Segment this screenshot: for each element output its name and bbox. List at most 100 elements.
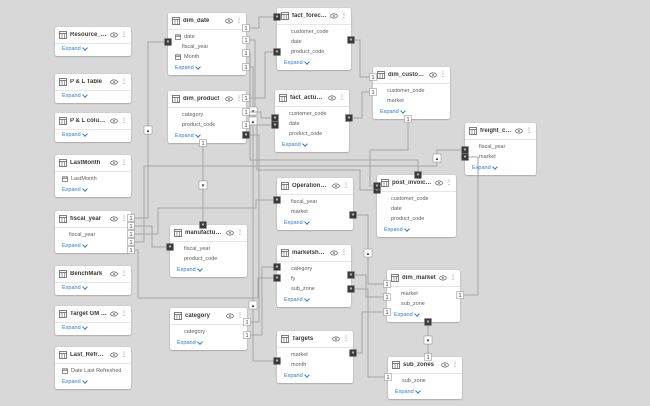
- field-row[interactable]: date: [277, 37, 351, 47]
- eye-icon[interactable]: [226, 230, 234, 236]
- expand-link[interactable]: Expand: [377, 225, 456, 237]
- field-row[interactable]: fiscal_year: [277, 197, 353, 207]
- eye-icon[interactable]: [332, 336, 340, 342]
- card-header[interactable]: dim_customer ⋮: [373, 67, 450, 83]
- expand-link[interactable]: Expand: [170, 338, 247, 350]
- more-options-icon[interactable]: ⋮: [121, 216, 127, 222]
- field-row[interactable]: customer_code: [377, 194, 456, 204]
- card-header[interactable]: sub_zones ⋮: [388, 357, 462, 373]
- expand-link[interactable]: Expand: [55, 377, 131, 389]
- expand-link[interactable]: Expand: [168, 63, 246, 75]
- field-row[interactable]: customer_code: [275, 109, 349, 119]
- field-row[interactable]: fy: [277, 274, 351, 284]
- relationship-line-fiscal_year-manufacturing_cost[interactable]: [131, 225, 170, 248]
- card-header[interactable]: Targets ⋮: [277, 331, 353, 347]
- table-card-sub_zones[interactable]: sub_zones ⋮ sub_zone Expand: [388, 357, 462, 399]
- expand-link[interactable]: Expand: [55, 241, 131, 253]
- relationship-line-category-marketshare[interactable]: [247, 266, 277, 336]
- eye-icon[interactable]: [226, 313, 234, 319]
- card-header[interactable]: dim_market ⋮: [387, 270, 460, 286]
- eye-icon[interactable]: [330, 250, 338, 256]
- field-row[interactable]: category: [277, 264, 351, 274]
- table-card-pl_table[interactable]: P & L Table ⋮ Expand: [55, 74, 131, 103]
- field-row[interactable]: sub_zone: [277, 284, 351, 294]
- eye-icon[interactable]: [225, 18, 233, 24]
- field-row[interactable]: Date Last Refreshed: [55, 366, 131, 376]
- eye-icon[interactable]: [110, 32, 118, 38]
- expand-link[interactable]: Expand: [168, 131, 246, 143]
- expand-link[interactable]: Expand: [373, 107, 450, 119]
- eye-icon[interactable]: [110, 271, 118, 277]
- more-options-icon[interactable]: ⋮: [343, 336, 349, 342]
- field-row[interactable]: sub_zone: [387, 299, 460, 309]
- table-card-resource_measures[interactable]: Resource_Measures ⋮ Expand: [55, 27, 131, 56]
- relationship-line-dim_market-marketshare[interactable]: [351, 274, 387, 298]
- field-row[interactable]: product_code: [168, 120, 246, 130]
- more-options-icon[interactable]: ⋮: [121, 79, 127, 85]
- field-row[interactable]: fiscal_year: [55, 230, 131, 240]
- relationship-line-dim_market-targets[interactable]: [353, 311, 387, 354]
- eye-icon[interactable]: [110, 118, 118, 124]
- field-row[interactable]: fiscal_year: [465, 142, 536, 152]
- relationship-line-dim_customer-fact_actual_estimates[interactable]: [349, 91, 373, 119]
- field-row[interactable]: date: [168, 32, 246, 42]
- more-options-icon[interactable]: ⋮: [236, 18, 242, 24]
- field-row[interactable]: market: [387, 289, 460, 299]
- card-header[interactable]: marketshare ⋮: [277, 245, 351, 261]
- relationship-line-fiscal_year-freight_cost[interactable]: [131, 149, 465, 243]
- table-card-lastmonth[interactable]: LastMonth ⋮ LastMonth Expand: [55, 155, 131, 197]
- eye-icon[interactable]: [515, 128, 523, 134]
- eye-icon[interactable]: [435, 180, 443, 186]
- more-options-icon[interactable]: ⋮: [339, 95, 345, 101]
- more-options-icon[interactable]: ⋮: [452, 362, 458, 368]
- expand-link[interactable]: Expand: [387, 310, 460, 322]
- more-options-icon[interactable]: ⋮: [121, 352, 127, 358]
- eye-icon[interactable]: [332, 183, 340, 189]
- card-header[interactable]: Last_Refresh_Date ⋮: [55, 347, 131, 363]
- field-row[interactable]: Month: [168, 52, 246, 62]
- more-options-icon[interactable]: ⋮: [121, 160, 127, 166]
- expand-link[interactable]: Expand: [277, 218, 353, 230]
- table-card-dim_product[interactable]: dim_product ⋮ category product_code Expand: [168, 91, 246, 143]
- relationship-line-dim_product-post_invoice_deductions[interactable]: [246, 124, 377, 191]
- field-row[interactable]: customer_code: [373, 86, 450, 96]
- eye-icon[interactable]: [328, 95, 336, 101]
- eye-icon[interactable]: [439, 275, 447, 281]
- table-card-category[interactable]: category ⋮ category Expand: [170, 308, 247, 350]
- card-header[interactable]: fact_forecast_monthly ⋮: [277, 8, 351, 24]
- more-options-icon[interactable]: ⋮: [121, 32, 127, 38]
- expand-link[interactable]: Expand: [277, 58, 351, 70]
- card-header[interactable]: Target GM Gap ⋮: [55, 306, 131, 322]
- relationship-line-fiscal_year-marketshare[interactable]: [131, 249, 277, 299]
- more-options-icon[interactable]: ⋮: [341, 13, 347, 19]
- field-row[interactable]: category: [168, 110, 246, 120]
- relationship-line-dim_market-freight_cost[interactable]: [460, 156, 479, 296]
- expand-link[interactable]: Expand: [55, 283, 131, 295]
- relationship-line-dim_date-fact_forecast_monthly[interactable]: [246, 16, 277, 29]
- table-card-targets[interactable]: Targets ⋮ market month Expand: [277, 331, 353, 383]
- expand-link[interactable]: Expand: [277, 295, 351, 307]
- more-options-icon[interactable]: ⋮: [237, 230, 243, 236]
- eye-icon[interactable]: [110, 311, 118, 317]
- more-options-icon[interactable]: ⋮: [341, 250, 347, 256]
- card-header[interactable]: fiscal_year ⋮: [55, 211, 131, 227]
- more-options-icon[interactable]: ⋮: [121, 311, 127, 317]
- expand-link[interactable]: Expand: [55, 91, 131, 103]
- table-card-dim_customer[interactable]: dim_customer ⋮ customer_code market Expand: [373, 67, 450, 119]
- expand-link[interactable]: Expand: [170, 265, 247, 277]
- eye-icon[interactable]: [110, 79, 118, 85]
- card-header[interactable]: LastMonth ⋮: [55, 155, 131, 171]
- table-card-dim_market[interactable]: dim_market ⋮ market sub_zone Expand: [387, 270, 460, 322]
- card-header[interactable]: P & L Table ⋮: [55, 74, 131, 90]
- more-options-icon[interactable]: ⋮: [236, 96, 242, 102]
- more-options-icon[interactable]: ⋮: [450, 275, 456, 281]
- field-row[interactable]: category: [170, 327, 247, 337]
- more-options-icon[interactable]: ⋮: [121, 271, 127, 277]
- field-row[interactable]: product_code: [377, 214, 456, 224]
- field-row[interactable]: sub_zone: [388, 376, 462, 386]
- field-row[interactable]: fiscal_year: [168, 42, 246, 52]
- card-header[interactable]: freight_cost ⋮: [465, 123, 536, 139]
- relationship-line-dim_date-fact_actual_estimates[interactable]: [246, 39, 275, 126]
